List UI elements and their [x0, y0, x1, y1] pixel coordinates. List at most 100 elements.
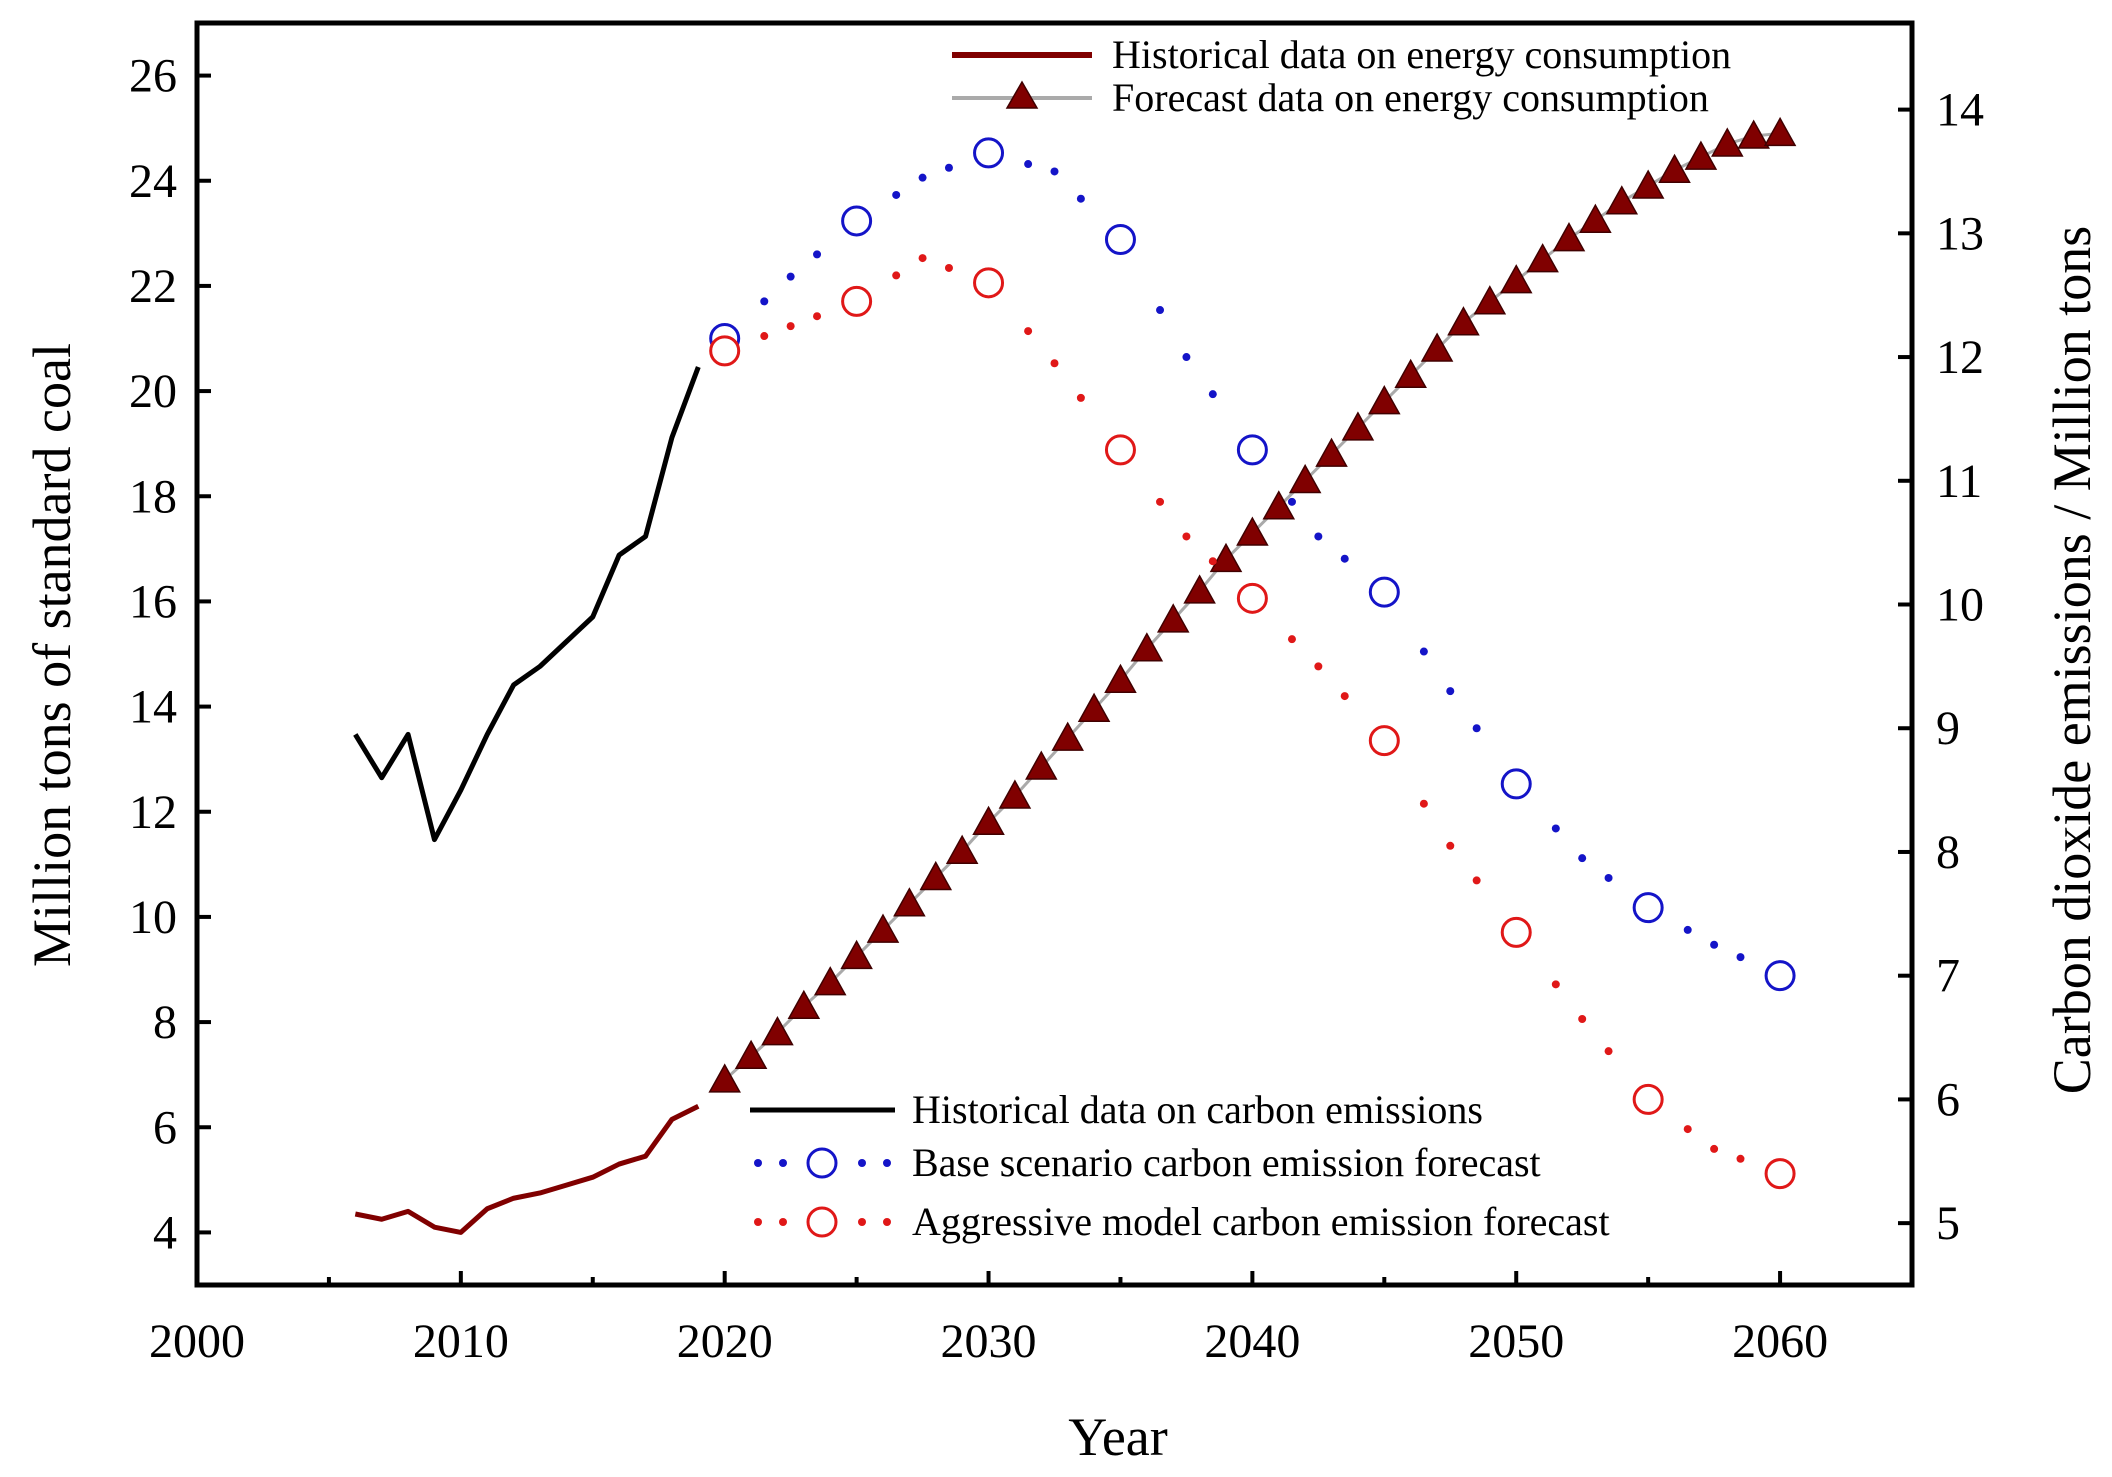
series-dot — [786, 322, 795, 331]
series-dot — [944, 263, 953, 272]
series-dot — [760, 332, 769, 341]
series-dot — [1736, 953, 1745, 962]
series-dot — [1287, 635, 1296, 644]
data-point-triangle — [1447, 306, 1480, 336]
legend-dot — [779, 1218, 787, 1226]
data-point-triangle — [1130, 632, 1164, 662]
legend-top: Historical data on energy consumption Fo… — [952, 32, 1731, 120]
data-point-triangle — [840, 939, 873, 970]
legend-dot — [883, 1218, 891, 1226]
y-right-tick-label: 9 — [1936, 702, 1960, 755]
series-dot — [1076, 194, 1085, 203]
data-point-triangle — [761, 1016, 794, 1046]
data-point-triangle — [1658, 153, 1691, 183]
data-point-triangle — [1288, 463, 1322, 494]
series-forecast-data-on-energy-consumption — [708, 116, 1797, 1093]
y-left-tick-label: 18 — [129, 470, 177, 523]
series-dot — [1340, 692, 1349, 701]
data-point-triangle — [1394, 358, 1427, 389]
series-dot — [1446, 841, 1455, 850]
legend-bottom: Historical data on carbon emissions Base… — [750, 1087, 1610, 1244]
data-point-triangle — [1236, 516, 1269, 546]
y-right-tick-label: 10 — [1936, 579, 1984, 632]
y-right-tick-label: 6 — [1936, 1073, 1960, 1126]
data-point-circle — [841, 285, 873, 317]
data-point-circle — [1764, 1158, 1796, 1190]
series-historical-data-on-energy-consumption — [354, 1103, 700, 1235]
x-tick-label: 2060 — [1732, 1315, 1828, 1368]
series-dot — [1314, 662, 1323, 671]
data-point-triangle — [1737, 119, 1770, 149]
data-point-triangle — [1763, 116, 1797, 147]
y-left-tick-label: 20 — [129, 365, 177, 418]
series-dot — [1551, 980, 1560, 989]
series-dot — [1287, 497, 1296, 506]
series-dot — [1419, 647, 1428, 656]
data-point-triangle — [813, 966, 847, 996]
y-left-tick-label: 22 — [129, 260, 177, 313]
y-axis-right-ticks: 5 6 7 8 9 10 11 12 13 14 — [1898, 84, 1984, 1250]
data-point-triangle — [919, 860, 953, 891]
y-left-tick-label: 12 — [129, 786, 177, 839]
data-point-triangle — [1104, 663, 1137, 694]
data-point-circle — [973, 267, 1005, 299]
data-point-triangle — [1077, 692, 1111, 722]
series-dot — [1024, 327, 1033, 336]
series-dot — [1472, 724, 1481, 733]
data-point-circle — [1104, 224, 1136, 256]
data-point-circle — [1236, 582, 1268, 614]
series-dot — [1578, 1014, 1587, 1023]
data-point-triangle — [866, 913, 900, 943]
data-point-triangle — [734, 1039, 768, 1070]
series-dot — [1208, 557, 1217, 566]
data-point-circle — [1104, 434, 1136, 466]
data-point-triangle — [1711, 127, 1744, 157]
legend-dot — [754, 1159, 762, 1167]
y-axis-left-title: Million tons of standard coal — [22, 343, 82, 967]
series-historical-data-on-carbon-emissions — [353, 366, 701, 843]
legend-marker-forecast-energy — [1005, 80, 1039, 109]
legend-dot — [883, 1159, 891, 1167]
legend-label-historical-carbon: Historical data on carbon emissions — [912, 1087, 1483, 1132]
series-dot — [1050, 167, 1059, 176]
data-point-triangle — [787, 989, 821, 1020]
data-point-triangle — [708, 1063, 741, 1093]
y-left-tick-label: 8 — [153, 996, 177, 1049]
series-dot — [813, 250, 822, 259]
legend-item-historical-energy: Historical data on energy consumption — [952, 32, 1731, 77]
legend-item-forecast-energy: Forecast data on energy consumption — [952, 75, 1709, 120]
series-dot — [1446, 687, 1455, 696]
legend-label-base-scenario: Base scenario carbon emission forecast — [912, 1140, 1541, 1185]
data-point-circle — [1236, 434, 1268, 466]
legend-marker-base-scenario — [806, 1147, 838, 1179]
legend-label-historical-energy: Historical data on energy consumption — [1112, 32, 1731, 77]
series-dot — [760, 297, 769, 306]
data-point-triangle — [893, 887, 926, 917]
data-point-triangle — [1209, 542, 1243, 573]
y-left-tick-label: 4 — [153, 1206, 177, 1259]
y-right-tick-label: 14 — [1936, 84, 1984, 137]
series-dot — [1208, 390, 1217, 399]
x-tick-label: 2040 — [1204, 1315, 1300, 1368]
data-point-circle — [1764, 960, 1796, 992]
y-right-tick-label: 11 — [1936, 455, 1982, 508]
data-point-triangle — [1631, 169, 1665, 199]
y-right-tick-label: 5 — [1936, 1197, 1960, 1250]
series-dot — [892, 271, 901, 280]
series-dot — [1551, 824, 1560, 833]
data-point-triangle — [1605, 185, 1639, 215]
series-dot — [1683, 1125, 1692, 1134]
series-dot — [1182, 353, 1191, 362]
legend-label-aggressive-model: Aggressive model carbon emission forecas… — [912, 1199, 1610, 1244]
plot-frame — [194, 20, 1915, 1288]
data-point-triangle — [1473, 285, 1507, 315]
series-dot — [1314, 532, 1323, 541]
x-axis-ticks: 2000 2010 2020 2030 2040 2050 2060 — [149, 1271, 1828, 1368]
series-line — [354, 1103, 700, 1235]
series-dot — [1156, 306, 1165, 315]
data-point-triangle — [1526, 243, 1559, 273]
series-base-scenario-carbon-emission-forecast — [709, 137, 1796, 992]
data-point-circle — [1632, 1083, 1664, 1115]
y-axis-right-title: Carbon dioxide emissions / Million tons — [2042, 226, 2102, 1095]
data-point-triangle — [1499, 264, 1533, 294]
